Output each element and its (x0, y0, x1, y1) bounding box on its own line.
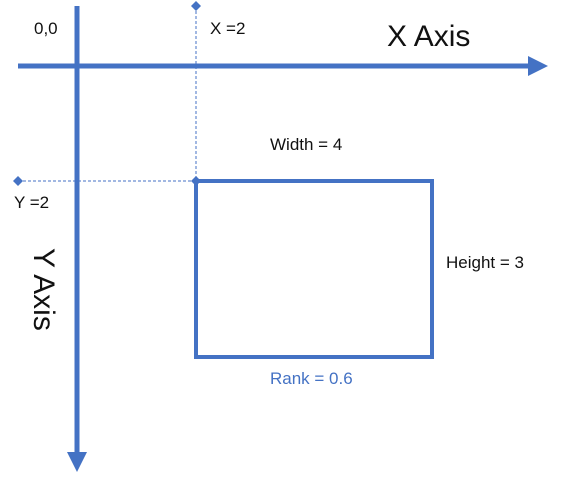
rank-label: Rank = 0.6 (270, 369, 353, 388)
corner-marker-diamond (191, 176, 201, 186)
y-axis-arrowhead (67, 452, 87, 472)
y-marker-label: Y =2 (14, 193, 50, 212)
x-axis-title: X Axis (387, 20, 471, 53)
y-marker-diamond (13, 176, 23, 186)
x-axis-arrowhead (528, 56, 548, 76)
rectangle-shape (194, 179, 434, 359)
x-marker-label: X =2 (210, 19, 246, 38)
height-label: Height = 3 (446, 253, 524, 272)
y-axis-title: Y Axis (27, 248, 60, 331)
width-label: Width = 4 (270, 135, 343, 154)
origin-label: 0,0 (34, 19, 58, 38)
x-marker-diamond (191, 1, 201, 11)
